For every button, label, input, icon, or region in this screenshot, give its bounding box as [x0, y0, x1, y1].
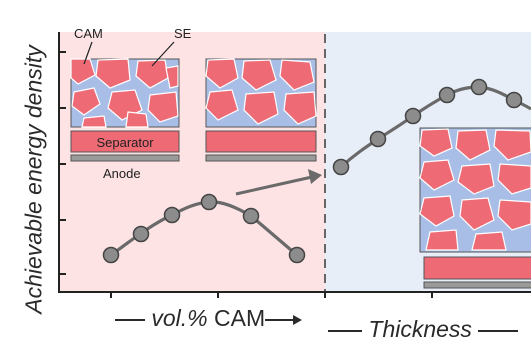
thickness-label: Thickness: [368, 316, 472, 342]
electrode-schematic-middle: [205, 58, 317, 162]
right-marker: [404, 107, 422, 125]
cam-axis-label: CAM: [207, 305, 266, 331]
right-marker: [369, 130, 387, 148]
anode-label: Anode: [103, 166, 141, 181]
electrode-schematic-left: [70, 58, 180, 162]
x-axis-ticks: [110, 292, 433, 298]
right-marker: [505, 91, 523, 109]
left-marker: [200, 193, 218, 211]
electrode-schematic-thick: [419, 127, 531, 289]
y-axis-ticks: [59, 51, 66, 275]
left-marker: [102, 246, 120, 264]
separator-label: Separator: [96, 135, 154, 150]
arrow-right-icon: [293, 314, 303, 325]
se-leader: [151, 41, 175, 67]
x-axis-label-left: vol.% CAM: [115, 305, 306, 332]
left-marker: [288, 246, 306, 264]
right-marker: [332, 158, 350, 176]
left-dash: [115, 318, 145, 321]
vol-percent-label: vol.%: [151, 305, 208, 331]
transition-arrow: [235, 175, 313, 196]
x-axis-label-right: Thickness: [328, 316, 519, 343]
left-data-markers: [102, 193, 306, 264]
y-axis-label: Achievable energy density: [20, 45, 47, 314]
left-marker: [242, 207, 260, 225]
transition-arrowhead: [308, 169, 322, 184]
right-marker: [438, 86, 456, 104]
right-marker: [470, 78, 488, 96]
right-dash: [478, 329, 519, 332]
left-marker: [163, 206, 181, 224]
se-label: SE: [174, 26, 192, 41]
left-marker: [132, 225, 150, 243]
right-data-markers: [332, 78, 523, 176]
cam-leader: [83, 41, 93, 65]
right-dash: [265, 318, 294, 321]
cam-label: CAM: [74, 26, 103, 41]
left-dash: [328, 329, 362, 332]
